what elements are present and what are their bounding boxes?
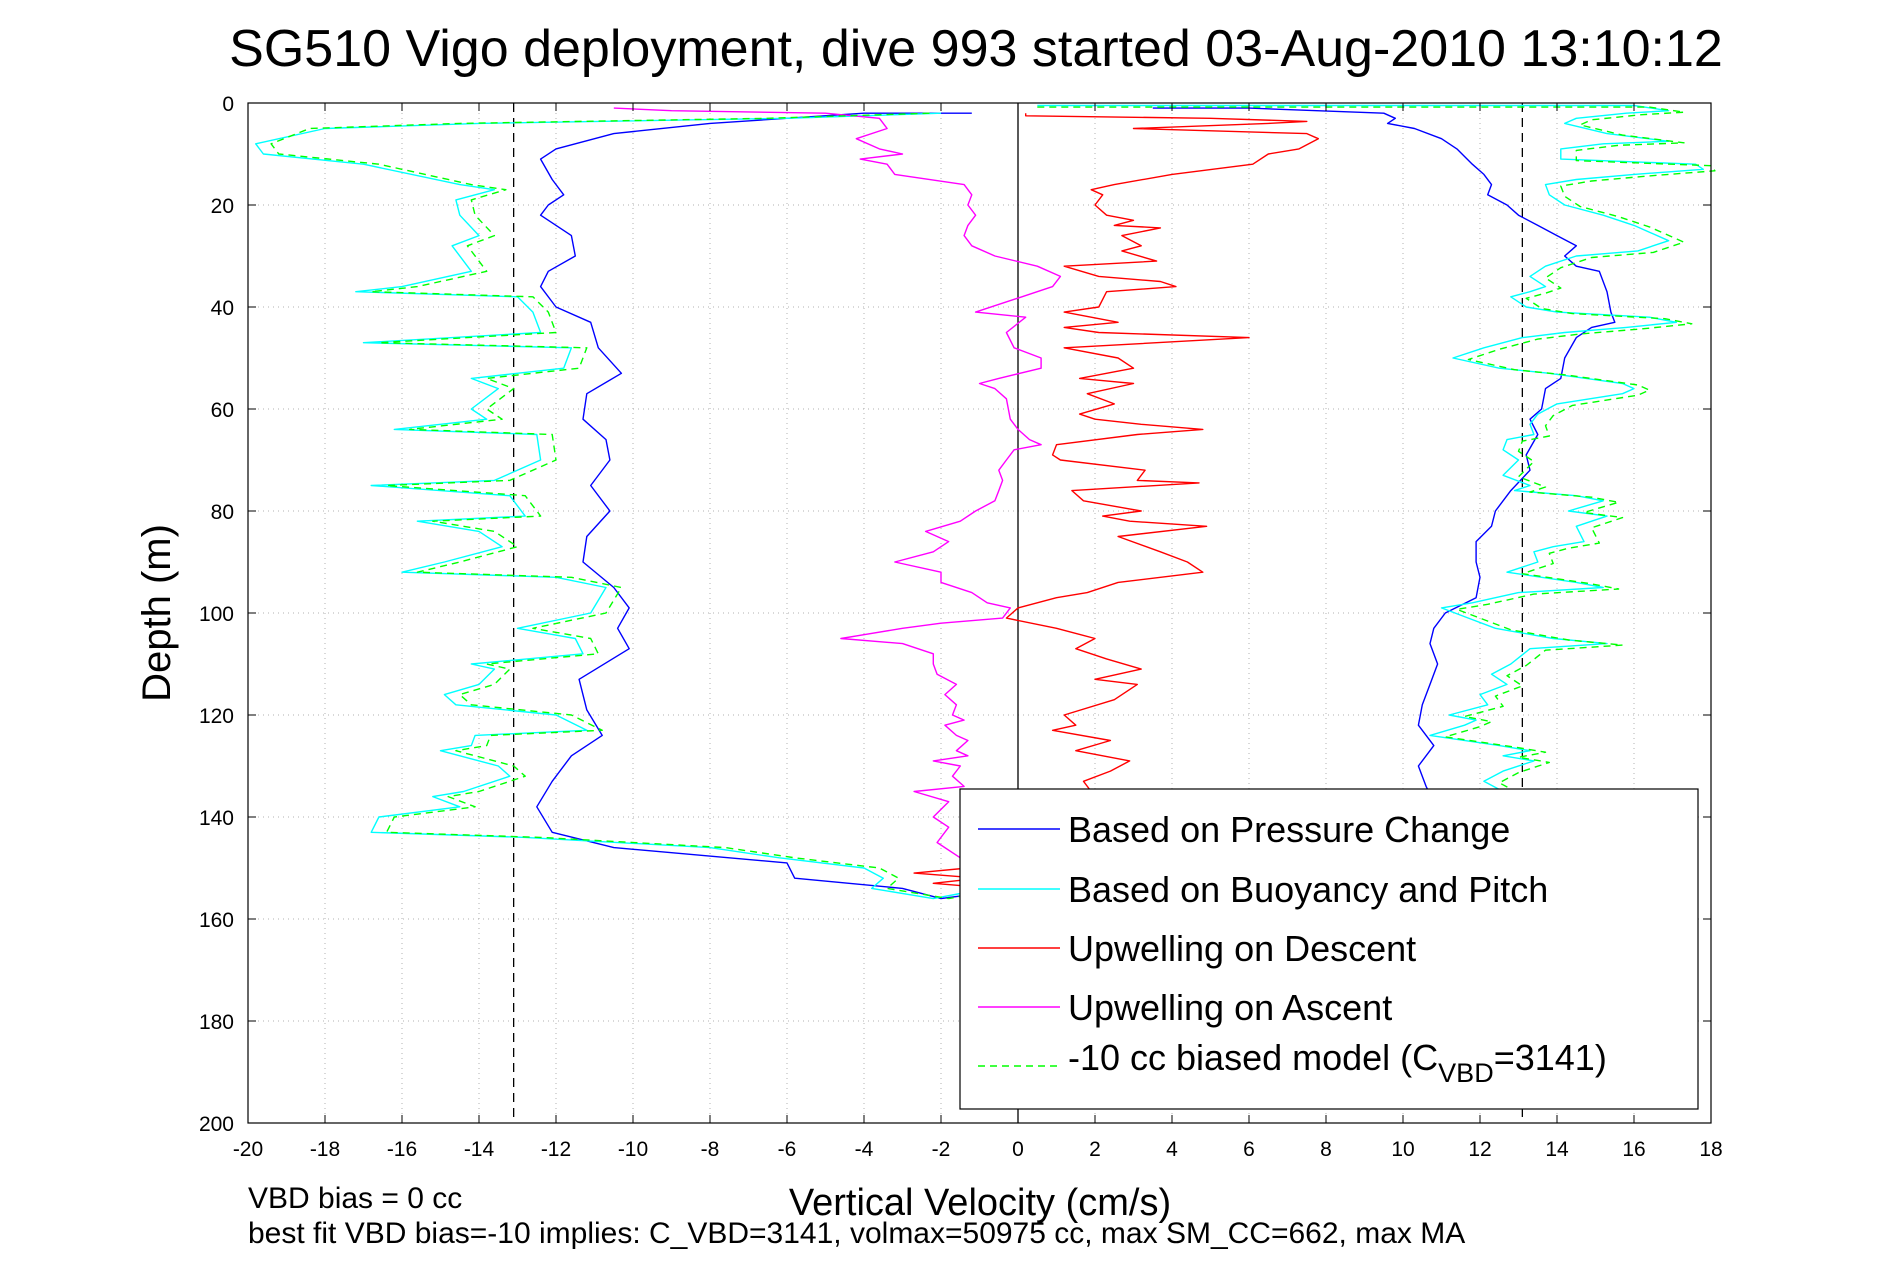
series-line-based-on-buoyancy-and-pitch-ascent	[1037, 104, 1705, 803]
y-tick-label: 120	[199, 705, 234, 728]
footnote-best-fit: best fit VBD bias=-10 implies: C_VBD=314…	[248, 1217, 1465, 1250]
x-tick-label: -8	[701, 1138, 720, 1161]
series-line-based-on-pressure-change-ascent	[1152, 107, 1616, 803]
x-tick-label: -16	[387, 1138, 417, 1161]
x-tick-label: -20	[233, 1138, 263, 1161]
x-tick-label: 2	[1089, 1138, 1101, 1161]
x-axis-label: Vertical Velocity (cm/s)	[789, 1182, 1171, 1224]
x-tick-label: -4	[855, 1138, 874, 1161]
plot-series	[254, 104, 1716, 900]
x-tick-label: 16	[1622, 1138, 1645, 1161]
x-tick-label: 0	[1012, 1138, 1024, 1161]
x-tick-label: -14	[464, 1138, 495, 1161]
x-tick-label: 14	[1545, 1138, 1569, 1161]
chart-title: SG510 Vigo deployment, dive 993 started …	[229, 20, 1723, 78]
series-line-based-on-buoyancy-and-pitch	[254, 112, 1000, 900]
y-tick-label: 40	[211, 297, 234, 320]
x-tick-label: 4	[1166, 1138, 1178, 1161]
x-tick-label: 6	[1243, 1138, 1255, 1161]
y-tick-label: 80	[211, 501, 234, 524]
legend-label-descent: Upwelling on Descent	[1068, 928, 1416, 969]
y-tick-label: 180	[199, 1011, 234, 1034]
legend-label-buoyancy: Based on Buoyancy and Pitch	[1068, 869, 1548, 910]
x-tick-label: 10	[1391, 1138, 1414, 1161]
y-tick-label: 20	[211, 195, 234, 218]
legend-box	[959, 788, 1699, 1110]
legend-biased-sub: VBD	[1438, 1058, 1494, 1088]
legend-label-pressure: Based on Pressure Change	[1068, 809, 1510, 850]
y-tick-label: 160	[199, 909, 234, 932]
y-tick-label: 100	[199, 603, 234, 626]
x-tick-label: -18	[310, 1138, 340, 1161]
series-line-10-cc-biased-model-ascent	[1037, 106, 1716, 804]
y-tick-label: 140	[199, 807, 234, 830]
x-tick-label: -10	[618, 1138, 648, 1161]
x-tick-label: -6	[778, 1138, 797, 1161]
series-line-10-cc-biased-model-c-vbd-3141	[270, 112, 1015, 900]
y-axis-ticks: 0 20 40 60 80 100 120 140 160 180 200	[199, 93, 1711, 1136]
x-axis-ticks: -20 -18 -16 -14 -12 -10 -8 -6 -4 -2 0 2 4 6 8 10 12 14 16 1…	[233, 103, 1723, 1161]
x-tick-label: -2	[932, 1138, 951, 1161]
legend-label-biased-model: -10 cc biased model (CVBD=3141)	[1068, 1037, 1607, 1088]
x-tick-label: 12	[1468, 1138, 1491, 1161]
legend-biased-end: =3141)	[1494, 1037, 1607, 1078]
series-line-upwelling-on-descent	[913, 113, 1320, 895]
legend: Based on Pressure Change Based on Buoyan…	[959, 788, 1699, 1110]
y-axis-label: Depth (m)	[135, 524, 179, 702]
x-tick-label: 8	[1320, 1138, 1332, 1161]
y-tick-label: 200	[199, 1113, 234, 1136]
legend-biased-main: -10 cc biased model (C	[1068, 1037, 1438, 1078]
legend-label-ascent: Upwelling on Ascent	[1068, 987, 1392, 1028]
series-line-upwelling-on-ascent	[613, 107, 1062, 879]
footnote-bias: VBD bias = 0 cc	[248, 1182, 462, 1215]
y-tick-label: 60	[211, 399, 234, 422]
x-tick-label: -12	[541, 1138, 571, 1161]
x-tick-label: 18	[1699, 1138, 1722, 1161]
y-tick-label: 0	[222, 93, 234, 116]
series-line-based-on-pressure-change	[536, 112, 1008, 900]
